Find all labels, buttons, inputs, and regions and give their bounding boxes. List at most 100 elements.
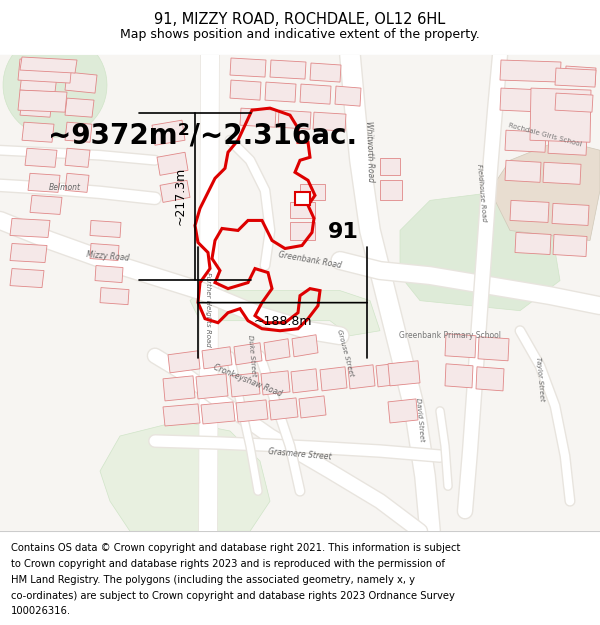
Polygon shape <box>445 334 476 357</box>
Polygon shape <box>278 110 311 129</box>
Polygon shape <box>376 362 403 387</box>
Polygon shape <box>548 93 591 115</box>
Polygon shape <box>201 402 235 424</box>
Text: Mizzy Road: Mizzy Road <box>86 250 130 262</box>
Polygon shape <box>290 202 315 218</box>
Text: to Crown copyright and database rights 2023 and is reproduced with the permissio: to Crown copyright and database rights 2… <box>11 559 445 569</box>
Polygon shape <box>505 130 546 152</box>
Polygon shape <box>90 244 119 261</box>
Polygon shape <box>190 291 380 336</box>
Text: Further Heights Road: Further Heights Road <box>205 272 211 347</box>
Polygon shape <box>548 133 587 155</box>
Polygon shape <box>292 335 318 357</box>
Polygon shape <box>28 173 60 192</box>
Polygon shape <box>295 192 310 206</box>
Polygon shape <box>510 201 549 222</box>
Text: David Street: David Street <box>415 398 425 442</box>
Polygon shape <box>500 60 561 82</box>
Polygon shape <box>230 80 261 100</box>
Polygon shape <box>400 191 560 311</box>
Polygon shape <box>388 361 420 386</box>
Polygon shape <box>555 68 596 87</box>
Polygon shape <box>270 60 306 79</box>
Polygon shape <box>236 400 268 422</box>
Polygon shape <box>476 367 504 391</box>
Polygon shape <box>65 148 90 168</box>
Polygon shape <box>234 342 262 365</box>
Polygon shape <box>380 158 400 176</box>
Polygon shape <box>240 108 276 127</box>
Polygon shape <box>20 98 52 117</box>
Polygon shape <box>553 234 587 256</box>
Polygon shape <box>100 288 129 304</box>
Text: ~217.3m: ~217.3m <box>174 168 187 226</box>
Polygon shape <box>490 140 600 241</box>
Polygon shape <box>543 162 581 184</box>
Polygon shape <box>291 369 318 393</box>
Polygon shape <box>18 90 67 112</box>
Polygon shape <box>160 181 190 203</box>
Polygon shape <box>230 373 260 397</box>
Text: Contains OS data © Crown copyright and database right 2021. This information is : Contains OS data © Crown copyright and d… <box>11 543 460 554</box>
Polygon shape <box>3 33 107 138</box>
Polygon shape <box>163 404 200 426</box>
Polygon shape <box>300 84 331 104</box>
Polygon shape <box>10 269 44 288</box>
Polygon shape <box>65 173 89 192</box>
Text: Whitworth Road: Whitworth Road <box>364 121 376 182</box>
Text: HM Land Registry. The polygons (including the associated geometry, namely x, y: HM Land Registry. The polygons (includin… <box>11 575 415 585</box>
Polygon shape <box>335 86 361 106</box>
Polygon shape <box>20 73 57 92</box>
Polygon shape <box>230 58 266 77</box>
Polygon shape <box>90 221 121 238</box>
Polygon shape <box>10 218 50 238</box>
Text: ~9372m²/~2.316ac.: ~9372m²/~2.316ac. <box>48 121 357 149</box>
Text: Map shows position and indicative extent of the property.: Map shows position and indicative extent… <box>120 28 480 41</box>
Polygon shape <box>264 339 290 361</box>
Text: 91: 91 <box>328 222 359 243</box>
Polygon shape <box>196 374 228 399</box>
Polygon shape <box>500 88 546 112</box>
Polygon shape <box>552 203 589 226</box>
Polygon shape <box>65 72 97 93</box>
Polygon shape <box>100 421 270 531</box>
Polygon shape <box>290 222 315 241</box>
Polygon shape <box>313 112 346 131</box>
Text: Grasmere Street: Grasmere Street <box>268 446 332 461</box>
Text: Duke Street: Duke Street <box>247 335 257 377</box>
Polygon shape <box>22 122 54 142</box>
Text: ~188.8m: ~188.8m <box>253 314 312 328</box>
Polygon shape <box>445 364 473 388</box>
Polygon shape <box>265 82 296 102</box>
Polygon shape <box>20 57 77 73</box>
Polygon shape <box>163 376 195 401</box>
Text: Grouse Street: Grouse Street <box>336 329 354 377</box>
Polygon shape <box>300 184 325 201</box>
Polygon shape <box>95 266 123 282</box>
Text: Taylor Street: Taylor Street <box>535 357 545 402</box>
Polygon shape <box>320 367 347 391</box>
Polygon shape <box>299 396 326 418</box>
Polygon shape <box>10 244 47 262</box>
Polygon shape <box>505 160 541 182</box>
Polygon shape <box>555 93 593 112</box>
Polygon shape <box>157 152 188 176</box>
Polygon shape <box>65 122 92 142</box>
Polygon shape <box>565 66 596 85</box>
Polygon shape <box>310 63 341 82</box>
Polygon shape <box>530 88 591 142</box>
Text: 100026316.: 100026316. <box>11 606 71 616</box>
Text: Belmont: Belmont <box>49 183 81 192</box>
Text: 91, MIZZY ROAD, ROCHDALE, OL12 6HL: 91, MIZZY ROAD, ROCHDALE, OL12 6HL <box>154 12 446 27</box>
Polygon shape <box>388 399 418 423</box>
Polygon shape <box>515 232 551 254</box>
Polygon shape <box>168 351 200 373</box>
Polygon shape <box>152 120 185 145</box>
Polygon shape <box>25 148 57 168</box>
Polygon shape <box>478 337 509 361</box>
Polygon shape <box>348 365 375 389</box>
Text: Greenbank Road: Greenbank Road <box>278 251 342 271</box>
Text: co-ordinates) are subject to Crown copyright and database rights 2023 Ordnance S: co-ordinates) are subject to Crown copyr… <box>11 591 455 601</box>
Text: Cronkeyshaw Road: Cronkeyshaw Road <box>212 362 284 398</box>
Polygon shape <box>269 398 298 420</box>
